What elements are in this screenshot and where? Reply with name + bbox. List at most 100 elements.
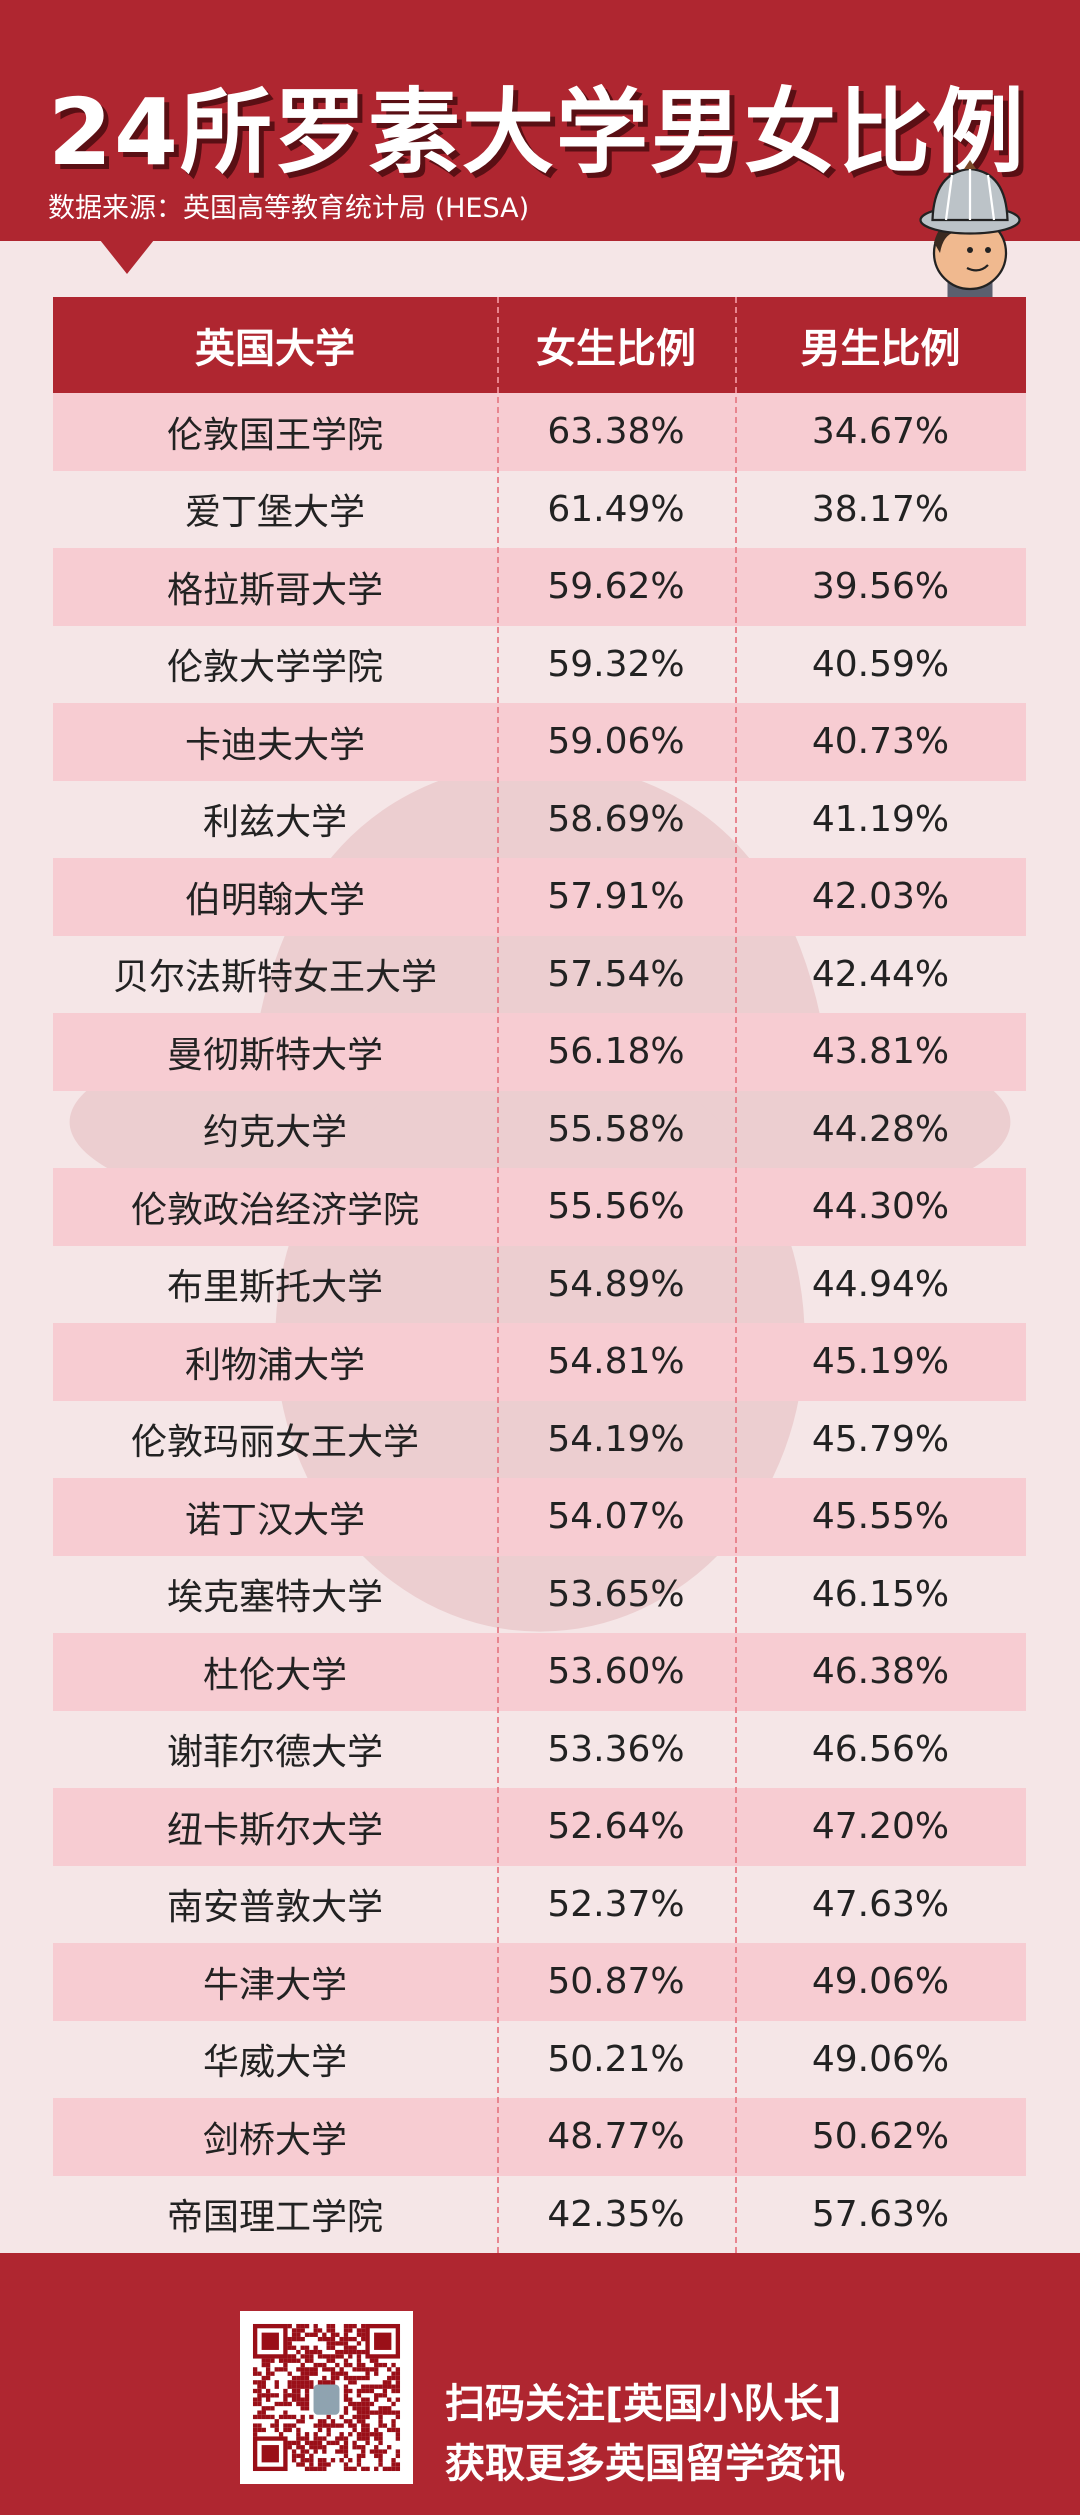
follow-text: 扫码关注[英国小队长] [445,2381,842,2427]
female-ratio: 59.62% [547,566,685,608]
female-ratio: 54.89% [547,1263,685,1305]
qr-code-icon[interactable] [240,2311,413,2484]
university-name: 伦敦大学学院 [166,647,383,689]
column-header-male: 男生比例 [800,326,961,372]
female-ratio: 55.56% [547,1186,685,1228]
table-row: 爱丁堡大学 61.49% 38.17% [53,471,1026,549]
university-name: 曼彻斯特大学 [166,1034,383,1076]
female-ratio: 63.38% [547,411,685,453]
table-row: 布里斯托大学 54.89% 44.94% [53,1246,1026,1324]
table-row: 伦敦政治经济学院 55.56% 44.30% [53,1168,1026,1246]
female-ratio: 57.91% [547,876,685,918]
male-ratio: 46.56% [811,1728,950,1770]
female-ratio: 50.87% [547,1961,685,2003]
male-ratio: 44.94% [811,1263,950,1305]
university-name: 伦敦政治经济学院 [130,1189,419,1231]
female-ratio: 53.65% [547,1573,685,1615]
table-body: 伦敦国王学院 63.38% 34.67% 爱丁堡大学 61.49% 38.17% 格拉斯哥大… [53,393,1026,2253]
male-ratio: 45.19% [811,1341,950,1383]
male-ratio: 34.67% [811,411,950,453]
male-ratio: 47.20% [811,1806,950,1848]
table-row: 格拉斯哥大学 59.62% 39.56% [53,548,1026,626]
female-ratio: 53.60% [547,1651,685,1693]
table-row: 伦敦国王学院 63.38% 34.67% [53,393,1026,471]
table-row: 纽卡斯尔大学 52.64% 47.20% [53,1788,1026,1866]
footer: 扫码关注[英国小队长] 获取更多英国留学资讯 [0,2253,1080,2515]
ratio-table: 英国大学 女生比例 男生比例 伦敦国王学院 63.38% 34.67% 爱丁堡大学 61… [53,297,1026,2253]
university-name: 利兹大学 [202,802,347,844]
female-ratio: 56.18% [547,1031,685,1073]
female-ratio: 59.06% [547,721,685,763]
university-name: 华威大学 [202,2042,347,2084]
university-name: 杜伦大学 [202,1654,347,1696]
male-ratio: 42.03% [811,876,950,918]
female-ratio: 42.35% [547,2193,685,2235]
table-row: 埃克塞特大学 53.65% 46.15% [53,1556,1026,1634]
female-ratio: 54.81% [547,1341,685,1383]
university-name: 爱丁堡大学 [184,492,365,534]
male-ratio: 47.63% [811,1883,950,1925]
mascot-icon [919,160,1021,310]
data-source: 数据来源：英国高等教育统计局 (HESA) [48,193,530,224]
male-ratio: 46.38% [811,1651,950,1693]
university-name: 牛津大学 [202,1964,347,2006]
table-row: 牛津大学 50.87% 49.06% [53,1943,1026,2021]
male-ratio: 44.30% [811,1186,950,1228]
university-name: 利物浦大学 [184,1344,365,1386]
university-name: 埃克塞特大学 [166,1577,383,1619]
university-name: 剑桥大学 [202,2119,347,2161]
table-row: 华威大学 50.21% 49.06% [53,2021,1026,2099]
university-name: 约克大学 [202,1112,347,1154]
female-ratio: 50.21% [547,2038,685,2080]
female-ratio: 55.58% [547,1108,685,1150]
university-name: 卡迪夫大学 [184,724,365,766]
female-ratio: 54.19% [547,1418,685,1460]
female-ratio: 59.32% [547,643,685,685]
male-ratio: 39.56% [811,566,950,608]
column-divider [735,297,737,2253]
male-ratio: 41.19% [811,798,950,840]
table-row: 南安普敦大学 52.37% 47.63% [53,1866,1026,1944]
university-name: 伦敦国王学院 [166,414,383,456]
table-row: 伯明翰大学 57.91% 42.03% [53,858,1026,936]
female-ratio: 52.64% [547,1806,685,1848]
column-divider [497,297,499,2253]
university-name: 南安普敦大学 [166,1887,383,1929]
table-row: 剑桥大学 48.77% 50.62% [53,2098,1026,2176]
table-row: 杜伦大学 53.60% 46.38% [53,1633,1026,1711]
table-row: 伦敦大学学院 59.32% 40.59% [53,626,1026,704]
male-ratio: 49.06% [811,2038,950,2080]
column-header-female: 女生比例 [536,326,696,372]
male-ratio: 45.79% [811,1418,950,1460]
table-row: 帝国理工学院 42.35% 57.63% [53,2176,1026,2254]
table-row: 贝尔法斯特女王大学 57.54% 42.44% [53,936,1026,1014]
male-ratio: 40.73% [811,721,950,763]
university-name: 布里斯托大学 [166,1267,383,1309]
university-name: 格拉斯哥大学 [166,569,383,611]
male-ratio: 38.17% [811,488,950,530]
table-row: 利兹大学 58.69% 41.19% [53,781,1026,859]
table-row: 伦敦玛丽女王大学 54.19% 45.79% [53,1401,1026,1479]
male-ratio: 57.63% [811,2193,950,2235]
female-ratio: 52.37% [547,1883,685,1925]
table-row: 约克大学 55.58% 44.28% [53,1091,1026,1169]
male-ratio: 44.28% [811,1108,950,1150]
university-name: 帝国理工学院 [166,2197,383,2239]
table-row: 谢菲尔德大学 53.36% 46.56% [53,1711,1026,1789]
male-ratio: 42.44% [811,953,950,995]
university-name: 纽卡斯尔大学 [166,1809,383,1851]
header-banner: 24所罗素大学男女比例 数据来源：英国高等教育统计局 (HESA) [0,0,1080,241]
university-name: 贝尔法斯特女王大学 [112,957,437,999]
column-header-university: 英国大学 [195,326,355,372]
table-row: 诺丁汉大学 54.07% 45.55% [53,1478,1026,1556]
university-name: 谢菲尔德大学 [166,1732,383,1774]
female-ratio: 54.07% [547,1496,685,1538]
info-text: 获取更多英国留学资讯 [445,2441,845,2487]
male-ratio: 50.62% [811,2116,950,2158]
table-header: 英国大学 女生比例 男生比例 [53,297,1026,393]
university-name: 诺丁汉大学 [184,1499,365,1541]
female-ratio: 61.49% [547,488,685,530]
male-ratio: 40.59% [811,643,950,685]
table-row: 利物浦大学 54.81% 45.19% [53,1323,1026,1401]
female-ratio: 53.36% [547,1728,685,1770]
